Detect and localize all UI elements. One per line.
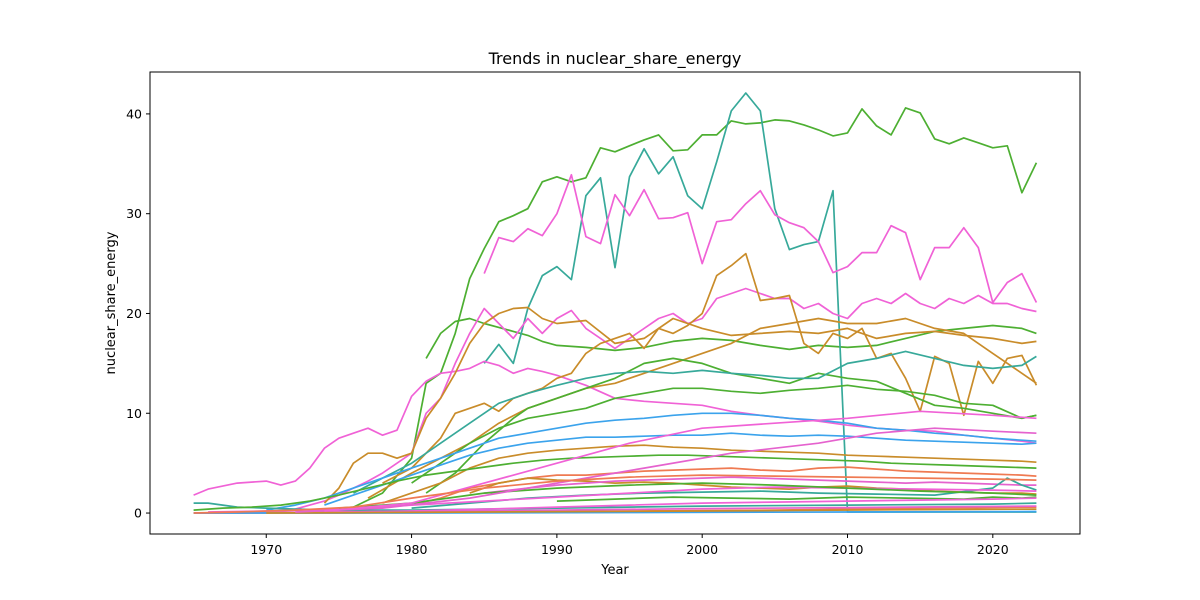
y-axis-label: nuclear_share_energy — [104, 231, 119, 374]
series-line-31 — [324, 410, 1037, 512]
series-line-8 — [323, 306, 1037, 504]
series-line-18 — [484, 476, 1037, 494]
x-tick-label: 2020 — [977, 542, 1009, 557]
series-line-29 — [338, 482, 1037, 509]
series-line-20 — [556, 496, 1037, 502]
series-line-14 — [324, 432, 1037, 506]
series-line-6 — [280, 287, 1037, 512]
chart-title: Trends in nuclear_share_energy — [488, 49, 742, 69]
series-line-1 — [425, 317, 1037, 359]
series-line-3 — [483, 92, 1037, 513]
y-tick-label: 30 — [126, 206, 142, 221]
plot-frame — [149, 71, 1081, 535]
series-line-28 — [266, 508, 1037, 514]
y-tick-label: 20 — [126, 306, 142, 321]
y-tick-label: 0 — [134, 506, 142, 521]
series-line-12 — [353, 350, 1037, 494]
series-line-9 — [367, 317, 1037, 499]
x-tick-label: 1970 — [250, 542, 282, 557]
series-line-15 — [382, 444, 1037, 504]
x-tick-label: 1990 — [541, 542, 573, 557]
y-axis: 0 10 20 30 40 — [126, 106, 150, 521]
axes-layer — [149, 71, 1081, 535]
x-axis: 1970 1980 1990 2000 2010 2020 — [250, 534, 1009, 557]
series-line-32 — [193, 474, 1037, 514]
x-tick-label: 1980 — [396, 542, 428, 557]
y-tick-label: 40 — [126, 106, 142, 121]
series-layer — [193, 92, 1038, 514]
series-line-13 — [266, 412, 1037, 511]
x-tick-label: 2000 — [686, 542, 718, 557]
series-line-10 — [411, 384, 1037, 484]
series-line-30 — [295, 427, 1037, 513]
x-tick-label: 2010 — [832, 542, 864, 557]
series-line-2 — [353, 107, 1038, 508]
y-tick-label: 10 — [126, 406, 142, 421]
series-line-22 — [193, 454, 1037, 511]
x-axis-label: Year — [600, 563, 629, 578]
series-line-4 — [483, 173, 1038, 304]
series-line-5 — [193, 360, 1037, 496]
